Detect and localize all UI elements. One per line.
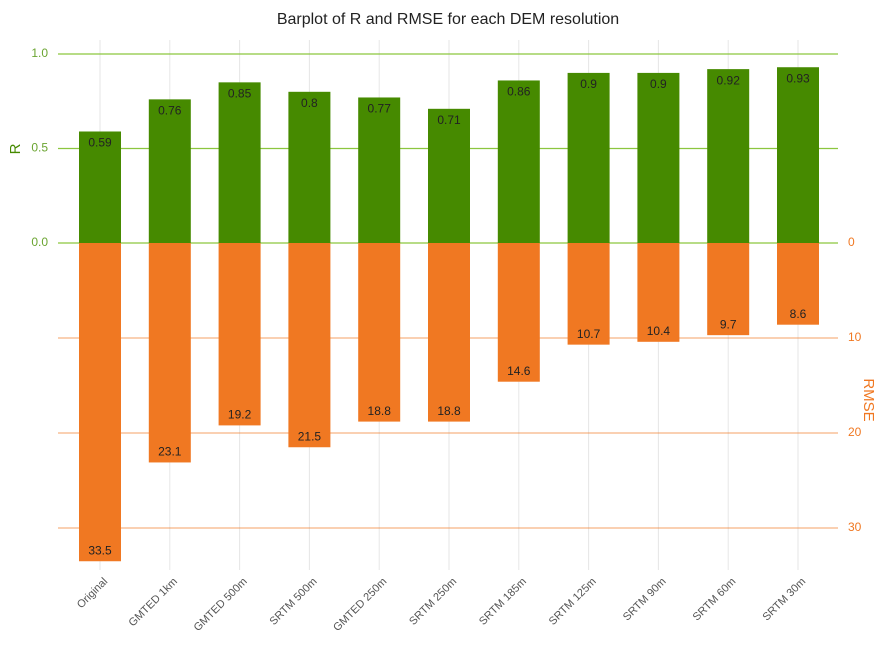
value-label: 21.5 bbox=[298, 429, 322, 443]
value-label: 9.7 bbox=[720, 317, 737, 331]
x-tick-label: Original bbox=[75, 576, 110, 611]
value-label: 23.1 bbox=[158, 445, 182, 459]
value-label: 8.6 bbox=[790, 307, 807, 321]
x-tick-label: GMTED 250m bbox=[331, 576, 389, 634]
bar bbox=[707, 243, 750, 336]
bar bbox=[567, 243, 610, 345]
bar bbox=[637, 243, 680, 342]
bar bbox=[497, 243, 540, 382]
x-tick-label: SRTM 250m bbox=[407, 576, 459, 628]
bar bbox=[777, 67, 819, 243]
bar bbox=[497, 80, 540, 244]
value-label: 0.77 bbox=[368, 102, 392, 116]
value-label: 0.93 bbox=[786, 71, 810, 85]
x-tick-label: SRTM 185m bbox=[477, 576, 529, 628]
x-tick-label: SRTM 30m bbox=[761, 576, 809, 624]
bar bbox=[777, 243, 819, 325]
value-label: 0.92 bbox=[717, 73, 741, 87]
y-tick-label: 1.0 bbox=[31, 46, 48, 60]
y-tick-label: 0.5 bbox=[31, 141, 48, 155]
value-label: 0.85 bbox=[228, 87, 252, 101]
bar bbox=[358, 243, 401, 422]
bar bbox=[637, 72, 680, 244]
bar bbox=[148, 99, 191, 243]
bar bbox=[288, 91, 331, 243]
value-label: 0.59 bbox=[88, 136, 112, 150]
value-label: 19.2 bbox=[228, 408, 252, 422]
x-tick-label: GMTED 500m bbox=[192, 576, 250, 634]
x-tick-label: SRTM 90m bbox=[621, 576, 669, 624]
bar bbox=[567, 72, 610, 244]
bar bbox=[288, 243, 331, 448]
x-tick-label: SRTM 500m bbox=[268, 576, 320, 628]
bar bbox=[218, 82, 261, 243]
bar bbox=[707, 69, 750, 244]
value-label: 0.86 bbox=[507, 85, 531, 99]
bar bbox=[79, 131, 121, 243]
bar bbox=[358, 97, 401, 243]
bar bbox=[79, 243, 121, 562]
value-label: 0.8 bbox=[301, 96, 318, 110]
value-label: 0.71 bbox=[437, 113, 461, 127]
value-label: 10.7 bbox=[577, 327, 601, 341]
x-tick-label: SRTM 125m bbox=[547, 576, 599, 628]
x-tick-label: SRTM 60m bbox=[691, 576, 739, 624]
x-tick-label: GMTED 1km bbox=[127, 576, 180, 629]
value-label: 18.8 bbox=[437, 404, 461, 418]
chart-title: Barplot of R and RMSE for each DEM resol… bbox=[277, 11, 619, 28]
y-tick-label: 0.0 bbox=[31, 235, 48, 249]
bar bbox=[428, 108, 470, 243]
value-label: 18.8 bbox=[368, 404, 392, 418]
y2-tick-label: 10 bbox=[848, 330, 862, 344]
y-axis-label: R bbox=[7, 143, 24, 154]
value-label: 14.6 bbox=[507, 364, 531, 378]
y2-tick-label: 20 bbox=[848, 425, 862, 439]
value-label: 33.5 bbox=[88, 543, 112, 557]
value-label: 10.4 bbox=[647, 324, 671, 338]
value-label: 0.9 bbox=[650, 77, 667, 91]
value-label: 0.76 bbox=[158, 104, 182, 118]
bar bbox=[148, 243, 191, 463]
y2-tick-label: 0 bbox=[848, 235, 855, 249]
bar bbox=[428, 243, 470, 422]
bar bbox=[218, 243, 261, 426]
y2-axis-label: RMSE bbox=[860, 378, 877, 421]
y2-tick-label: 30 bbox=[848, 520, 862, 534]
value-label: 0.9 bbox=[580, 77, 597, 91]
